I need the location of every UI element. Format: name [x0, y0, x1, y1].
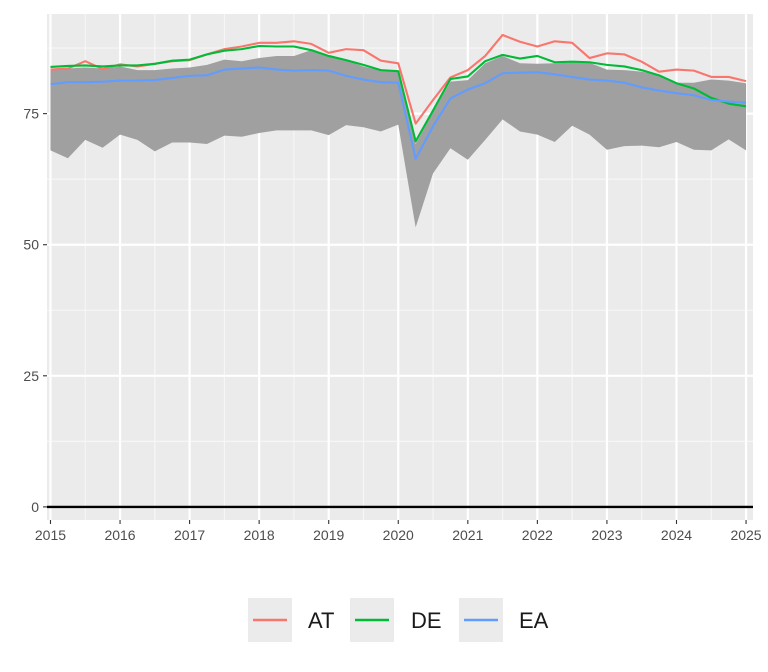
x-tick-label: 2015	[35, 527, 66, 543]
series-line-ea	[50, 66, 747, 160]
x-tick-label: 2023	[591, 527, 622, 543]
series-line-de	[50, 44, 747, 143]
x-tick-label: 2025	[730, 527, 761, 543]
range-band	[50, 50, 747, 228]
x-tick-label: 2018	[244, 527, 275, 543]
x-tick-label: 2016	[104, 527, 135, 543]
axes: 2015 2016 2017 2018 2019 2020 2021 2022 2023 2024…	[23, 106, 761, 543]
x-tick-label: 2021	[452, 527, 483, 543]
x-tick-label: 2022	[522, 527, 553, 543]
x-tick-label: 2019	[313, 527, 344, 543]
range-band-layer	[50, 50, 747, 228]
y-tick-label: 0	[31, 499, 39, 515]
series-lines	[50, 33, 747, 160]
legend-label-de: DE	[411, 608, 442, 633]
legend-label-at: AT	[308, 608, 334, 633]
y-tick-label: 50	[23, 237, 39, 253]
y-tick-label: 25	[23, 368, 39, 384]
x-tick-label: 2020	[383, 527, 414, 543]
x-tick-label: 2017	[174, 527, 205, 543]
x-tick-label: 2024	[661, 527, 692, 543]
legend-label-ea: EA	[519, 608, 549, 633]
y-tick-label: 75	[23, 106, 39, 122]
legend: AT DE EA	[248, 598, 549, 642]
